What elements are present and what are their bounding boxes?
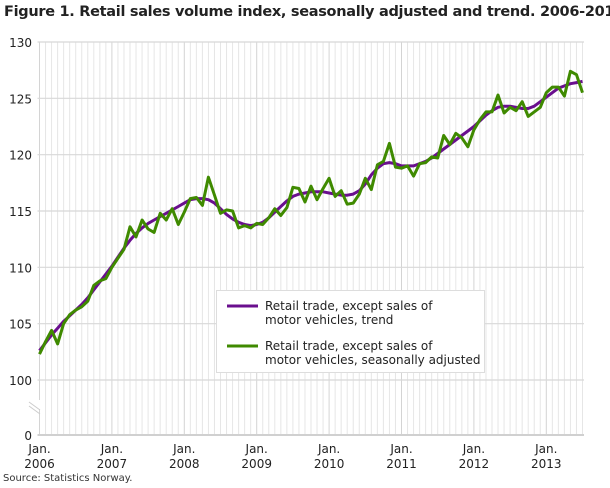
x-tick-year: 2012	[459, 457, 490, 471]
x-tick-year: 2006	[24, 457, 55, 471]
y-tick-label: 115	[9, 205, 32, 219]
legend-label: Retail trade, except sales of	[265, 299, 433, 313]
legend-label: motor vehicles, seasonally adjusted	[265, 353, 480, 367]
axis-break-mark	[28, 405, 41, 415]
y-tick-label: 105	[9, 318, 32, 332]
y-tick-label: 130	[9, 36, 32, 50]
x-tick-month: Jan.	[245, 442, 268, 456]
x-tick-month: Jan.	[534, 442, 557, 456]
y-tick-label: 0	[24, 429, 32, 443]
x-tick-year: 2009	[241, 457, 272, 471]
x-tick-month: Jan.	[27, 442, 50, 456]
x-tick-month: Jan.	[172, 442, 195, 456]
source-note: Source: Statistics Norway.	[3, 473, 133, 484]
x-tick-month: Jan.	[100, 442, 123, 456]
x-tick-month: Jan.	[317, 442, 340, 456]
x-tick-year: 2008	[169, 457, 200, 471]
y-tick-label: 120	[9, 149, 32, 163]
seasonally-adjusted-series-line	[38, 69, 584, 355]
x-tick-month: Jan.	[462, 442, 485, 456]
x-tick-year: 2007	[97, 457, 128, 471]
x-tick-year: 2013	[531, 457, 562, 471]
legend-box	[216, 290, 485, 373]
y-tick-label: 110	[9, 261, 32, 275]
axis-break-mark	[28, 401, 41, 411]
x-tick-year: 2011	[386, 457, 417, 471]
chart-title: Figure 1. Retail sales volume index, sea…	[4, 4, 610, 20]
x-tick-month: Jan.	[389, 442, 412, 456]
y-tick-label: 100	[9, 374, 32, 388]
x-tick-year: 2010	[314, 457, 345, 471]
legend-label: Retail trade, except sales of	[265, 339, 433, 353]
axis-break-mask	[28, 400, 42, 409]
y-tick-label: 125	[9, 92, 32, 106]
legend-label: motor vehicles, trend	[265, 313, 393, 327]
